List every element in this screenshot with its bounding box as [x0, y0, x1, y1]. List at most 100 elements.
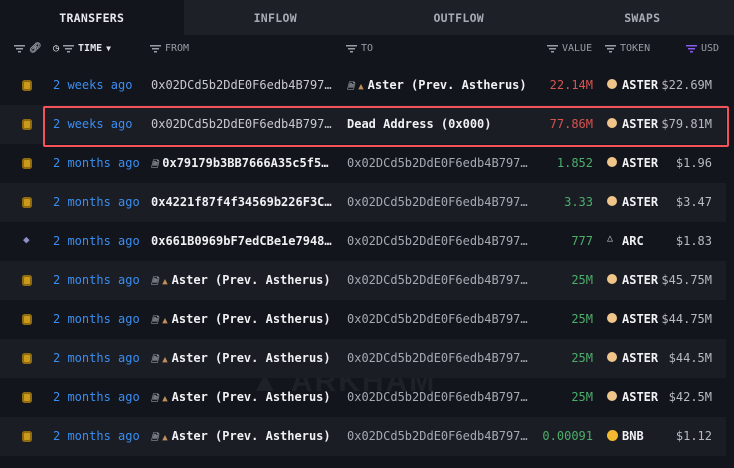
table-row[interactable]: 2 weeks ago 0x02DCd5b2DdE0F6edb4B797… Dead… — [0, 105, 726, 144]
time-link[interactable]: 2 months ago — [53, 234, 140, 248]
tab-transfers[interactable]: TRANSFERS — [0, 0, 184, 35]
table-row[interactable]: 2 weeks ago 0x02DCd5b2DdE0F6edb4B797… 🗎︎ ▲ A… — [0, 66, 726, 105]
contract-icon: 🗎︎ — [347, 82, 355, 92]
contract-icon: 🗎︎ — [151, 394, 159, 404]
table-row[interactable]: 2 months ago 🗎︎ ▲ Aster (Prev. Astherus) 0x0… — [0, 378, 726, 417]
table-row[interactable]: ◆ 2 months ago 0x661B0969bF7edCBe1e7948… 0x… — [0, 222, 726, 261]
value: 25M — [571, 273, 593, 287]
from-address[interactable]: 0x02DCd5b2DdE0F6edb4B797… — [151, 78, 335, 92]
bnb-chain-icon — [22, 119, 32, 130]
from-address[interactable]: 🗎︎ ▲ Aster (Prev. Astherus) — [151, 390, 335, 407]
token-symbol[interactable]: ASTER — [622, 117, 659, 131]
from-column-header[interactable]: FROM — [165, 43, 190, 54]
time-link[interactable]: 2 months ago — [53, 273, 140, 287]
usd-value: $79.81M — [661, 117, 712, 131]
link-icon[interactable]: 🔗︎ — [29, 43, 42, 54]
time-link[interactable]: 2 months ago — [53, 156, 140, 170]
entity-icon: ▲ — [162, 394, 168, 404]
sort-desc-icon[interactable]: ▼ — [106, 44, 111, 53]
to-address[interactable]: 0x02DCd5b2DdE0F6edb4B797… — [347, 312, 535, 326]
from-address[interactable]: 0x02DCd5b2DdE0F6edb4B797… — [151, 117, 335, 131]
from-address[interactable]: 🗎︎ ▲ Aster (Prev. Astherus) — [151, 312, 335, 329]
from-address[interactable]: 0x661B0969bF7edCBe1e7948… — [151, 234, 335, 248]
filter-icon[interactable] — [605, 44, 616, 53]
bnb-chain-icon — [22, 431, 32, 442]
to-address[interactable]: 🗎︎ ▲ Aster (Prev. Astherus) — [347, 78, 535, 95]
filter-icon[interactable] — [63, 44, 75, 53]
filter-icon[interactable] — [547, 44, 558, 53]
value: 0.00091 — [542, 429, 593, 443]
filter-icon[interactable] — [150, 44, 161, 53]
from-address[interactable]: 🗎︎ 0x79179b3BB7666A35c5f5… — [151, 156, 335, 173]
from-address[interactable]: 0x4221f87f4f34569b226F3C… — [151, 195, 335, 209]
time-link[interactable]: 2 weeks ago — [53, 78, 133, 92]
token-symbol[interactable]: ARC — [622, 234, 644, 248]
tab-bar: TRANSFERS INFLOW OUTFLOW SWAPS — [0, 0, 734, 35]
to-address[interactable]: Dead Address (0x000) — [347, 117, 535, 131]
to-label: 0x02DCd5b2DdE0F6edb4B797… — [347, 390, 528, 404]
to-address[interactable]: 0x02DCd5b2DdE0F6edb4B797… — [347, 429, 535, 443]
token-symbol[interactable]: ASTER — [622, 390, 659, 404]
time-link[interactable]: 2 months ago — [53, 351, 140, 365]
bnb-token-icon — [607, 430, 618, 441]
usd-value: $45.75M — [661, 273, 712, 287]
aster-token-icon — [607, 391, 617, 401]
entity-icon: ▲ — [162, 355, 168, 365]
value-column-header[interactable]: VALUE — [562, 43, 593, 54]
time-column-header[interactable]: TIME — [78, 43, 103, 54]
time-link[interactable]: 2 weeks ago — [53, 117, 133, 131]
table-row[interactable]: 2 months ago 🗎︎ ▲ Aster (Prev. Astherus) 0x0… — [0, 261, 726, 300]
filter-icon[interactable] — [346, 44, 357, 53]
from-label: 0x79179b3BB7666A35c5f5… — [162, 156, 329, 170]
to-address[interactable]: 0x02DCd5b2DdE0F6edb4B797… — [347, 390, 535, 404]
token-symbol[interactable]: ASTER — [622, 156, 659, 170]
to-label: 0x02DCd5b2DdE0F6edb4B797… — [347, 273, 528, 287]
from-address[interactable]: 🗎︎ ▲ Aster (Prev. Astherus) — [151, 273, 335, 290]
to-column-header[interactable]: TO — [361, 43, 374, 54]
tab-inflow[interactable]: INFLOW — [253, 10, 297, 25]
usd-value: $22.69M — [661, 78, 712, 92]
to-address[interactable]: 0x02DCd5b2DdE0F6edb4B797… — [347, 156, 535, 170]
usd-column-header[interactable]: USD — [701, 43, 720, 54]
to-address[interactable]: 0x02DCd5b2DdE0F6edb4B797… — [347, 195, 535, 209]
token-symbol[interactable]: ASTER — [622, 78, 659, 92]
bnb-chain-icon — [22, 80, 32, 91]
token-symbol[interactable]: ASTER — [622, 195, 659, 209]
table-row[interactable]: 2 months ago 🗎︎ ▲ Aster (Prev. Astherus) 0x0… — [0, 339, 726, 378]
to-address[interactable]: 0x02DCd5b2DdE0F6edb4B797… — [347, 273, 535, 287]
from-address[interactable]: 🗎︎ ▲ Aster (Prev. Astherus) — [151, 351, 335, 368]
table-row[interactable]: 2 months ago 🗎︎ 0x79179b3BB7666A35c5f5… 0x0… — [0, 144, 726, 183]
filter-icon[interactable] — [686, 44, 697, 53]
time-link[interactable]: 2 months ago — [53, 390, 140, 404]
from-label: Aster (Prev. Astherus) — [171, 273, 331, 287]
token-symbol[interactable]: ASTER — [622, 273, 659, 287]
from-label: 0x4221f87f4f34569b226F3C… — [151, 195, 332, 209]
tab-swaps[interactable]: SWAPS — [624, 10, 661, 25]
from-address[interactable]: 🗎︎ ▲ Aster (Prev. Astherus) — [151, 429, 335, 446]
table-row[interactable]: 2 months ago 🗎︎ ▲ Aster (Prev. Astherus) 0x0… — [0, 417, 726, 456]
table-row[interactable]: 2 months ago 0x4221f87f4f34569b226F3C… 0x0… — [0, 183, 726, 222]
usd-value: $42.5M — [668, 390, 712, 404]
to-label: 0x02DCd5b2DdE0F6edb4B797… — [347, 429, 528, 443]
tab-outflow[interactable]: OUTFLOW — [433, 10, 485, 25]
from-label: Aster (Prev. Astherus) — [171, 312, 331, 326]
token-symbol[interactable]: BNB — [622, 429, 644, 443]
value: 777 — [571, 234, 593, 248]
from-label: 0x02DCd5b2DdE0F6edb4B797… — [151, 117, 332, 131]
time-link[interactable]: 2 months ago — [53, 312, 140, 326]
from-label: Aster (Prev. Astherus) — [171, 351, 331, 365]
to-address[interactable]: 0x02DCd5b2DdE0F6edb4B797… — [347, 234, 535, 248]
table-row[interactable]: 2 months ago 🗎︎ ▲ Aster (Prev. Astherus) 0x0… — [0, 300, 726, 339]
token-symbol[interactable]: ASTER — [622, 351, 659, 365]
bnb-chain-icon — [22, 353, 32, 364]
time-link[interactable]: 2 months ago — [53, 195, 140, 209]
time-link[interactable]: 2 months ago — [53, 429, 140, 443]
token-symbol[interactable]: ASTER — [622, 312, 659, 326]
token-column-header[interactable]: TOKEN — [620, 43, 651, 54]
bnb-chain-icon — [22, 197, 32, 208]
filter-icon[interactable] — [14, 44, 25, 53]
usd-value: $1.96 — [675, 156, 712, 170]
to-address[interactable]: 0x02DCd5b2DdE0F6edb4B797… — [347, 351, 535, 365]
table-header: 🔗︎ ◷ TIME ▼ FROM TO VALUE TOKEN USD — [0, 35, 734, 65]
to-label: 0x02DCd5b2DdE0F6edb4B797… — [347, 351, 528, 365]
